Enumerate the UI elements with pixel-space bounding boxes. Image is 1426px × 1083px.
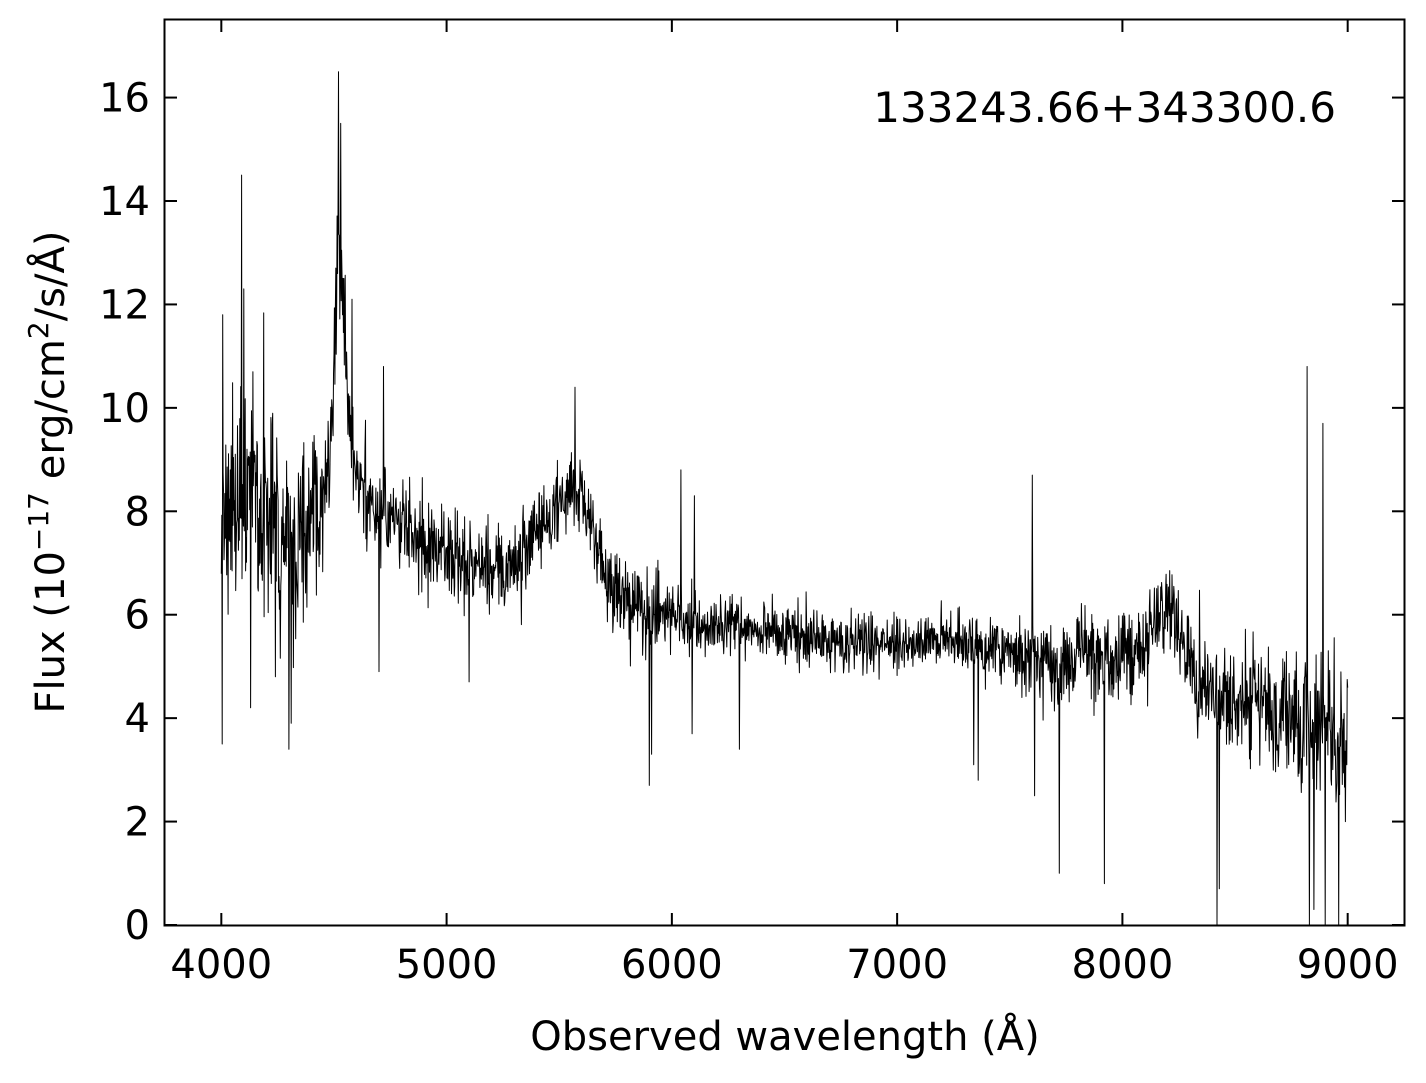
x-tick-label: 4000 xyxy=(170,942,272,988)
x-tick-label: 8000 xyxy=(1072,942,1174,988)
x-tick-label: 5000 xyxy=(396,942,498,988)
y-axis-title-exponent2: 2 xyxy=(22,321,55,339)
plot-area xyxy=(220,71,1349,926)
y-tick-label: 0 xyxy=(125,903,150,949)
object-annotation: 133243.66+343300.6 xyxy=(873,83,1336,132)
plot-frame xyxy=(163,18,1406,927)
spectrum-line xyxy=(220,71,1349,926)
y-tick-label: 10 xyxy=(99,386,150,432)
y-axis-title: Flux (10−17 erg/cm2/s/Å) xyxy=(22,231,74,714)
axis-ticks xyxy=(165,20,1404,926)
x-axis-title: Observed wavelength (Å) xyxy=(530,1012,1039,1060)
x-tick-label: 9000 xyxy=(1297,942,1399,988)
y-tick-label: 14 xyxy=(99,179,150,225)
y-tick-label: 8 xyxy=(125,489,150,535)
y-axis-title-exponent: −17 xyxy=(22,492,55,551)
y-axis-title-suffix: /s/Å) xyxy=(26,231,74,322)
axis-tick-labels: 4000 5000 6000 7000 8000 9000 0 2 4 6 8 10 12 14 16 xyxy=(99,76,1398,988)
y-tick-label: 12 xyxy=(99,282,150,328)
y-axis-title-prefix: Flux (10 xyxy=(28,551,74,713)
y-axis-title-middle: erg/cm xyxy=(28,339,74,492)
x-tick-label: 6000 xyxy=(621,942,723,988)
y-tick-label: 6 xyxy=(125,593,150,639)
y-tick-label: 2 xyxy=(125,800,150,846)
y-tick-label: 16 xyxy=(99,76,150,122)
x-tick-label: 7000 xyxy=(846,942,948,988)
y-tick-label: 4 xyxy=(125,696,150,742)
